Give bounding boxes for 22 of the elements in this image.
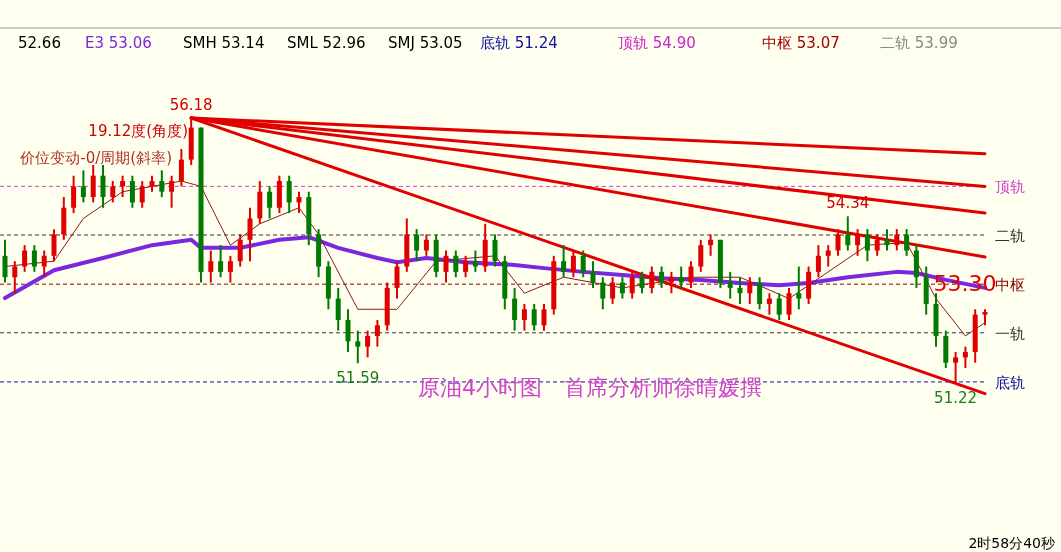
text: 顶轨 54.90 <box>618 34 696 52</box>
annotation: 51.22 <box>934 389 978 407</box>
annotation: 价位变动-0/周期(斜率) <box>19 149 172 167</box>
text: 中枢 53.07 <box>762 34 840 52</box>
ref-line-label: 底轨 <box>995 373 1025 392</box>
ref-line-label: 一轨 <box>995 324 1025 343</box>
text: SML 52.96 <box>287 34 366 52</box>
text: 二轨 53.99 <box>880 34 958 52</box>
annotation: 19.12度(角度) <box>88 122 188 140</box>
annotation: 54.34 <box>826 194 870 213</box>
text: 52.66 <box>18 34 61 52</box>
text: SMJ 53.05 <box>388 34 463 52</box>
ref-line-label: 顶轨 <box>995 178 1025 197</box>
text: SMH 53.14 <box>183 34 265 52</box>
annotation: 56.18 <box>169 96 213 114</box>
ref-line-label: 中枢 <box>995 276 1025 295</box>
ref-line-label: 二轨 <box>995 227 1025 246</box>
text: 2时58分40秒 <box>968 535 1055 551</box>
annotation: 51.59 <box>336 369 380 388</box>
text: E3 53.06 <box>85 34 152 52</box>
annotation: 原油4小时图 首席分析师徐晴媛撰 <box>418 375 762 400</box>
text: 底轨 51.24 <box>480 34 558 52</box>
